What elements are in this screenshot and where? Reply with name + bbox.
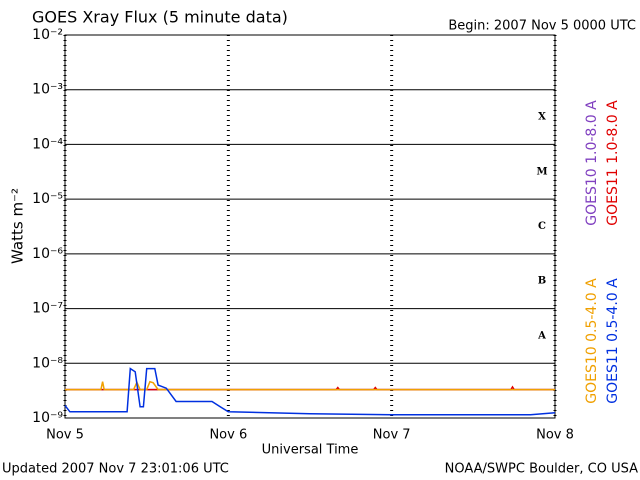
legend-label: GOES11 1.0-8.0 A (605, 100, 621, 226)
footer-right: NOAA/SWPC Boulder, CO USA (445, 462, 638, 477)
y-tick-label: 10⁻⁹ (32, 410, 63, 426)
class-label: A (537, 330, 546, 341)
x-axis-label: Universal Time (262, 443, 359, 458)
class-label: C (538, 221, 546, 232)
y-tick-label: 10⁻⁷ (32, 301, 63, 317)
y-tick-label: 10⁻³ (32, 82, 63, 98)
chart-title: GOES Xray Flux (5 minute data) (32, 8, 288, 27)
series-line (64, 367, 556, 416)
y-tick-label: 10⁻⁵ (32, 191, 63, 207)
x-tick-label: Nov 6 (209, 428, 247, 443)
legend-label: GOES10 0.5-4.0 A (584, 278, 600, 404)
class-label: M (536, 166, 547, 177)
footer-left: Updated 2007 Nov 7 23:01:06 UTC (2, 462, 229, 477)
y-axis-label: Watts m⁻² (9, 188, 27, 264)
class-label: B (538, 276, 546, 287)
y-tick-label: 10⁻⁶ (32, 246, 63, 262)
x-tick-label: Nov 7 (373, 428, 411, 443)
class-label: X (538, 112, 546, 123)
series-line (65, 380, 555, 391)
x-tick-label: Nov 5 (46, 428, 84, 443)
y-tick-label: 10⁻⁴ (32, 136, 63, 152)
chart-subtitle: Begin: 2007 Nov 5 0000 UTC (448, 19, 636, 34)
y-tick-label: 10⁻² (32, 27, 63, 43)
plot-frame (64, 34, 556, 419)
x-tick-label: Nov 8 (536, 428, 574, 443)
series-line (65, 385, 555, 391)
legend-label: GOES11 0.5-4.0 A (605, 278, 621, 404)
legend-label: GOES10 1.0-8.0 A (584, 100, 600, 226)
y-tick-label: 10⁻⁸ (32, 355, 63, 371)
